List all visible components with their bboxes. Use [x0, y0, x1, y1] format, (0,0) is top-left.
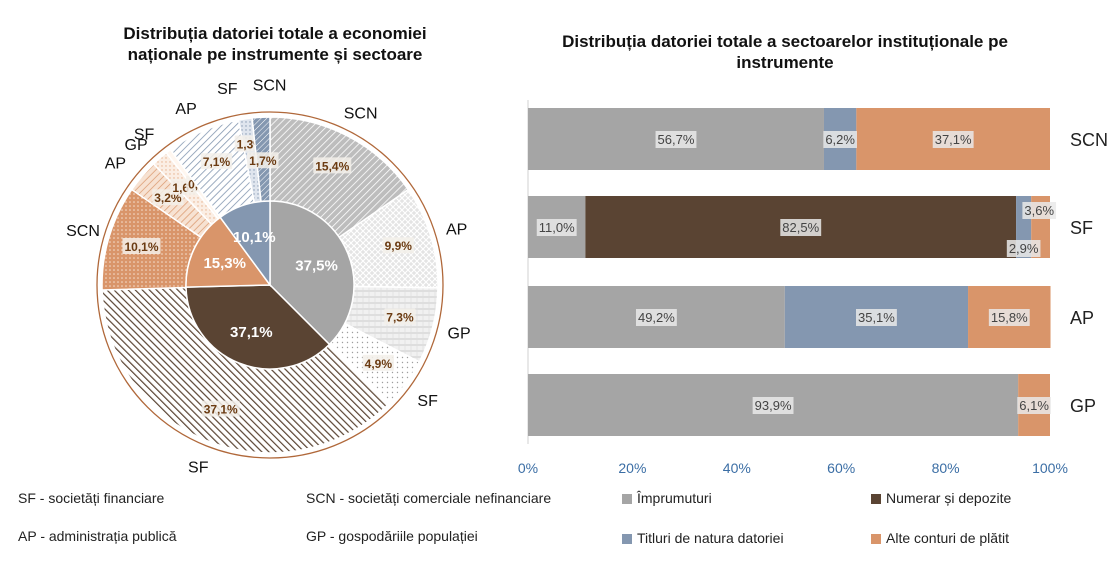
legend-sector-scn: SCN - societăți comerciale nefinanciare	[306, 490, 552, 506]
sector-label-gp: GP	[125, 137, 148, 154]
bar-value-label-bg	[1017, 397, 1051, 414]
sector-label-sf: SF	[417, 393, 438, 410]
bar-value-label-bg	[1006, 240, 1041, 257]
outer-label-bg	[313, 157, 352, 174]
bar-value-label-bg	[752, 397, 794, 414]
x-tick-label: 60%	[827, 460, 855, 476]
bar-value-label-bg	[780, 219, 822, 236]
x-tick-label: 0%	[518, 460, 538, 476]
outer-label-bg	[384, 308, 416, 325]
bar-title-line2: instrumente	[736, 53, 834, 72]
bar-value-label-bg	[536, 219, 577, 236]
bar-category-label-sf: SF	[1070, 218, 1093, 238]
donut-chart: 15,4% SCN 9,9% AP 7,3% GP 4,9% SF 37,1% SF 10,1% SC…	[66, 77, 471, 476]
bar-value-label: 49,2%	[638, 310, 675, 325]
sector-label-sf: SF	[217, 81, 238, 98]
outer-slice-value-label: 1,7%	[249, 154, 277, 168]
x-tick-label: 80%	[932, 460, 960, 476]
outer-slice-value-label: 37,1%	[204, 403, 238, 417]
inner-slice-value-label: 15,3%	[203, 255, 246, 272]
sector-label-gp: GP	[448, 326, 471, 343]
bar-title-line1: Distribuția datoriei totale a sectoarelo…	[562, 32, 1008, 51]
bar-value-label: 6,1%	[1019, 398, 1049, 413]
sector-label-ap: AP	[105, 156, 126, 173]
pie-title-line2: naționale pe instrumente și sectoare	[127, 45, 423, 64]
bar-value-label-bg	[932, 131, 974, 148]
bar-value-label: 56,7%	[658, 132, 695, 147]
stacked-bar-chart: 56,7% 6,2% 37,1% SCN 11,0% 82,5% 2,9% 3,6% SF 49,…	[518, 100, 1108, 476]
pie-chart-title: Distribuția datoriei totale a economiei …	[60, 23, 490, 65]
bar-value-label: 15,8%	[991, 310, 1028, 325]
x-tick-label: 20%	[618, 460, 646, 476]
legend-sector-gp: GP - gospodăriile populației	[306, 528, 478, 544]
x-tick-label: 40%	[723, 460, 751, 476]
bar-category-label-scn: SCN	[1070, 130, 1108, 150]
inner-slice-titluri-de-natura-datoriei	[219, 200, 271, 288]
bar-value-label: 6,2%	[825, 132, 855, 147]
outer-label-bg	[247, 152, 279, 169]
legend-sector-sf: SF - societăți financiare	[18, 490, 165, 506]
bar-value-label: 37,1%	[935, 132, 972, 147]
legend-swatch-alte	[871, 534, 881, 544]
bar-value-label: 35,1%	[858, 310, 895, 325]
inner-slice-value-label: 37,5%	[295, 258, 338, 275]
bar-value-label: 93,9%	[755, 398, 792, 413]
bar-value-label-bg	[855, 309, 897, 326]
bar-value-label: 82,5%	[782, 220, 819, 235]
outer-label-bg	[362, 354, 395, 371]
outer-label-bg	[200, 153, 233, 170]
inner-slice-numerar-si-depozite	[185, 284, 331, 370]
bar-category-label-gp: GP	[1070, 396, 1096, 416]
sector-label-ap: AP	[175, 101, 196, 118]
sector-label-scn: SCN	[344, 105, 378, 122]
bar-value-label-bg	[635, 309, 677, 326]
outer-slice-value-label: 7,3%	[386, 311, 414, 325]
bar-value-label-bg	[1022, 202, 1057, 219]
sector-label-scn: SCN	[66, 223, 100, 240]
outer-label-bg	[201, 400, 240, 417]
inner-slice-alte-conturi-de-platit	[185, 216, 272, 288]
sector-label-ap: AP	[446, 222, 467, 239]
bar-value-label: 2,9%	[1009, 241, 1039, 256]
legend-alte: Alte conturi de plătit	[886, 530, 1009, 546]
legend-imprumuturi: Împrumuturi	[637, 490, 712, 506]
inner-slice-imprumuturi	[269, 200, 355, 346]
legend-swatch-numerar	[871, 494, 881, 504]
x-tick-label: 100%	[1032, 460, 1068, 476]
pie-title-line1: Distribuția datoriei totale a economiei	[123, 24, 427, 43]
outer-slice-value-label: 15,4%	[315, 159, 349, 173]
outer-slice-value-label: 9,9%	[385, 239, 413, 253]
pie-outer-border	[96, 111, 444, 459]
sector-label-scn: SCN	[253, 77, 287, 94]
inner-slice-value-label: 10,1%	[233, 229, 276, 246]
inner-slice-value-label: 37,1%	[230, 324, 273, 341]
outer-label-bg	[122, 238, 161, 255]
bar-value-label-bg	[823, 131, 857, 148]
sector-label-sf: SF	[188, 459, 209, 476]
outer-slice-value-label: 4,9%	[365, 357, 393, 371]
sector-label-sf: SF	[134, 127, 155, 144]
bar-chart-title: Distribuția datoriei totale a sectoarelo…	[520, 31, 1050, 73]
legend-swatch-imprumuturi	[622, 494, 632, 504]
legend-numerar: Numerar și depozite	[886, 490, 1012, 506]
bar-value-label: 3,6%	[1024, 203, 1054, 218]
outer-label-bg	[382, 237, 414, 254]
bar-value-label-bg	[655, 131, 697, 148]
bar-value-label-bg	[988, 309, 1030, 326]
legend-swatch-titluri	[622, 534, 632, 544]
outer-slice-value-label: 10,1%	[124, 240, 158, 254]
bar-category-label-ap: AP	[1070, 308, 1094, 328]
bar-value-label: 11,0%	[539, 220, 575, 235]
outer-slice-value-label: 7,1%	[203, 155, 231, 169]
legend-sector-ap: AP - administrația publică	[18, 528, 177, 544]
legend-titluri: Titluri de natura datoriei	[637, 530, 784, 546]
